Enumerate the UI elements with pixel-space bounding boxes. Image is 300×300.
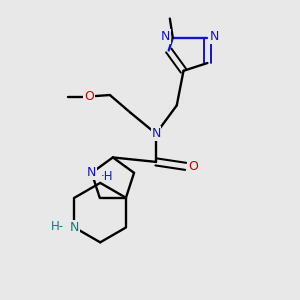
- Text: ·H: ·H: [101, 170, 114, 183]
- Text: O: O: [188, 160, 198, 173]
- Text: N: N: [161, 30, 170, 43]
- Text: O: O: [84, 90, 94, 103]
- Text: N: N: [70, 221, 79, 234]
- Text: N: N: [210, 30, 220, 43]
- Text: H-: H-: [51, 220, 64, 233]
- Text: N: N: [151, 127, 160, 140]
- Text: N: N: [87, 166, 96, 179]
